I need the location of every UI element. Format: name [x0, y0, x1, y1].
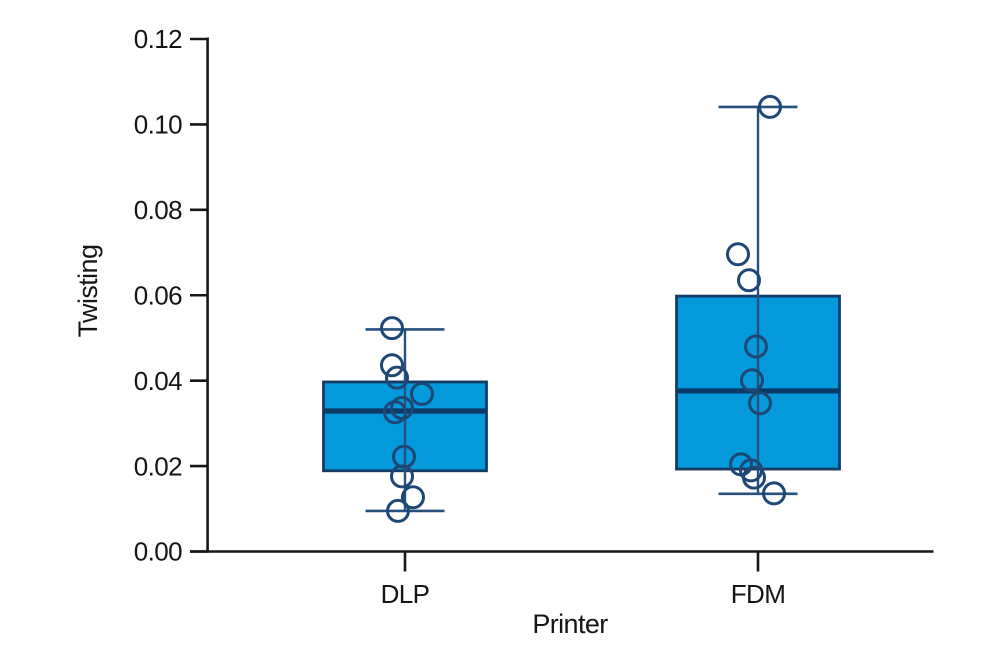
data-point-dlp — [410, 381, 434, 406]
data-point-dlp — [386, 498, 410, 523]
y-tick-label: 0.04 — [134, 366, 182, 396]
data-point-dlp — [380, 316, 404, 341]
data-point-fdm — [748, 391, 772, 416]
category-label-fdm: FDM — [731, 579, 786, 609]
category-label-dlp: DLP — [381, 579, 430, 609]
y-tick-label: 0.00 — [134, 537, 182, 567]
y-tick-label: 0.08 — [134, 195, 182, 225]
data-point-fdm — [726, 242, 750, 267]
data-point-dlp — [380, 353, 404, 378]
data-point-fdm — [737, 268, 761, 293]
data-point-fdm — [762, 481, 786, 506]
y-axis-title: Twisting — [73, 245, 103, 338]
data-point-dlp — [383, 400, 407, 425]
data-point-dlp — [390, 464, 414, 489]
x-axis-title: Printer — [532, 609, 608, 639]
data-point-fdm — [744, 334, 768, 359]
y-tick-label: 0.12 — [134, 24, 182, 54]
data-point-fdm — [742, 465, 766, 490]
y-tick-label: 0.10 — [134, 110, 182, 140]
data-point-fdm — [758, 94, 782, 119]
y-tick-label: 0.06 — [134, 280, 182, 310]
data-point-fdm — [740, 368, 764, 393]
data-point-dlp — [401, 485, 425, 510]
y-tick-label: 0.02 — [134, 451, 182, 481]
data-point-dlp — [385, 365, 409, 390]
